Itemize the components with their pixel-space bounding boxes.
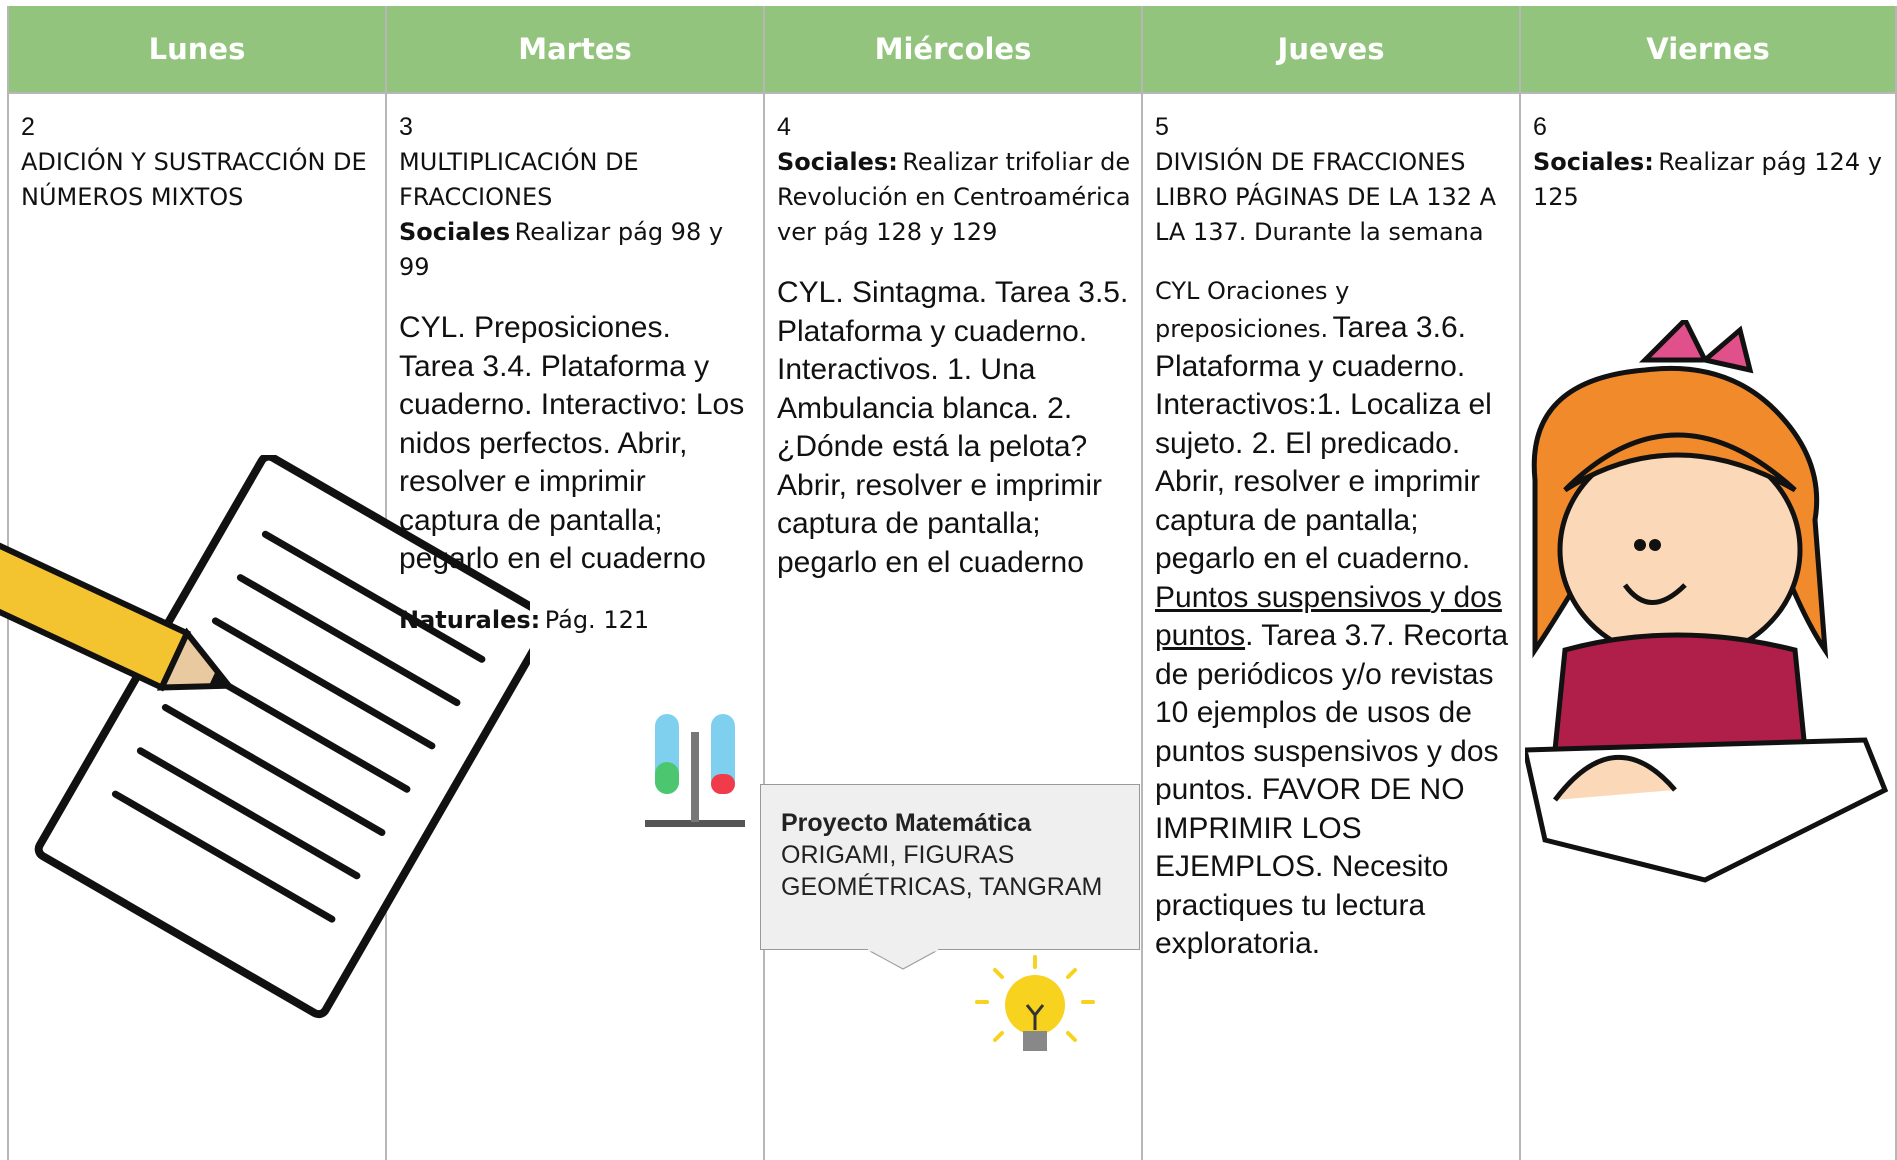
content-text: Realizar pág 124 y 125 [1533, 148, 1882, 211]
content-text: LIBRO PÁGINAS DE LA 132 A LA 137. Durant… [1155, 183, 1497, 246]
content-text: Realizar trifoliar de Revolución en Cent… [777, 148, 1131, 246]
content-block: Naturales: Pág. 121 [399, 603, 753, 638]
day-header: Miércoles [765, 6, 1141, 94]
subject-label: Naturales: [399, 605, 541, 634]
content-text: CYL Oraciones y preposiciones. [1155, 277, 1350, 343]
day-content: 3 MULTIPLICACIÓN DE FRACCIONES Sociales Re… [399, 110, 753, 638]
content-text: MULTIPLICACIÓN DE FRACCIONES [399, 148, 639, 211]
day-header: Lunes [9, 6, 385, 94]
day-number: 3 [399, 113, 413, 141]
day-content: 2 ADICIÓN Y SUSTRACCIÓN DE NÚMEROS MIXTOS [21, 110, 375, 215]
subject-label: Sociales: [777, 148, 898, 176]
day-header: Jueves [1143, 6, 1519, 94]
callout-text: ORIGAMI, FIGURAS GEOMÉTRICAS, TANGRAM [781, 841, 1103, 901]
day-number: 4 [777, 113, 791, 141]
content-block: CYL. Sintagma. Tarea 3.5. Plataforma y c… [777, 274, 1131, 582]
content-text: . Tarea 3.7. Recorta de periódicos y/o r… [1155, 619, 1509, 960]
content-text: Tarea 3.6. Plataforma y cuaderno. Intera… [1155, 311, 1492, 575]
content-text: CYL. Sintagma. Tarea 3.5. Plataforma y c… [777, 276, 1129, 579]
content-block: Sociales: Realizar pág 124 y 125 [1533, 145, 1885, 215]
paper-pencil-illustration [0, 455, 530, 1019]
content-block: LIBRO PÁGINAS DE LA 132 A LA 137. Durant… [1155, 180, 1509, 250]
content-block: MULTIPLICACIÓN DE FRACCIONES [399, 145, 753, 215]
subject-label: Sociales: [1533, 148, 1654, 176]
callout-title: Proyecto Matemática [781, 809, 1032, 837]
day-number: 2 [21, 113, 35, 141]
day-content: 5 DIVISIÓN DE FRACCIONES LIBRO PÁGINAS DE … [1155, 110, 1509, 964]
content-text: Realizar pág 98 y 99 [399, 218, 724, 281]
test-tubes-icon [645, 714, 745, 827]
content-text: Pág. 121 [544, 605, 650, 634]
day-content: 6 Sociales: Realizar pág 124 y 125 [1533, 110, 1885, 215]
girl-reading-illustration [1525, 320, 1889, 883]
content-text: CYL. Preposiciones. Tarea 3.4. Plataform… [399, 311, 745, 575]
content-text: ADICIÓN Y SUSTRACCIÓN DE NÚMEROS MIXTOS [21, 148, 367, 211]
day-column: Miércoles 4 Sociales: Realizar trifoliar d… [763, 6, 1141, 1160]
subject-label: Sociales [399, 218, 511, 246]
day-column: Viernes 6 Sociales: Realizar pág 124 y 125 [1519, 6, 1897, 1160]
content-block: Sociales: Realizar trifoliar de Revoluci… [777, 145, 1131, 250]
content-block: ADICIÓN Y SUSTRACCIÓN DE NÚMEROS MIXTOS [21, 145, 375, 215]
day-header: Martes [387, 6, 763, 94]
content-text: DIVISIÓN DE FRACCIONES [1155, 148, 1466, 176]
content-block: CYL. Preposiciones. Tarea 3.4. Plataform… [399, 309, 753, 579]
day-header: Viernes [1521, 6, 1895, 94]
content-block: Sociales Realizar pág 98 y 99 [399, 215, 753, 285]
project-callout: Proyecto Matemática ORIGAMI, FIGURAS GEO… [760, 784, 1140, 950]
lightbulb-icon [975, 955, 1095, 1051]
day-content: 4 Sociales: Realizar trifoliar de Revoluc… [777, 110, 1131, 582]
day-number: 6 [1533, 113, 1547, 141]
content-text: Puntos suspensivos y dos puntos [1155, 580, 1502, 653]
callout-pointer [868, 949, 938, 970]
content-block: DIVISIÓN DE FRACCIONES [1155, 145, 1509, 180]
day-column: Jueves 5 DIVISIÓN DE FRACCIONES LIBRO PÁGIN… [1141, 6, 1519, 1160]
content-block: CYL Oraciones y preposiciones. Tarea 3.6… [1155, 274, 1509, 964]
day-number: 5 [1155, 113, 1169, 141]
day-column: Martes 3 MULTIPLICACIÓN DE FRACCIONES Socia… [385, 6, 763, 1160]
day-column: Lunes 2 ADICIÓN Y SUSTRACCIÓN DE NÚMEROS M… [7, 6, 385, 1160]
